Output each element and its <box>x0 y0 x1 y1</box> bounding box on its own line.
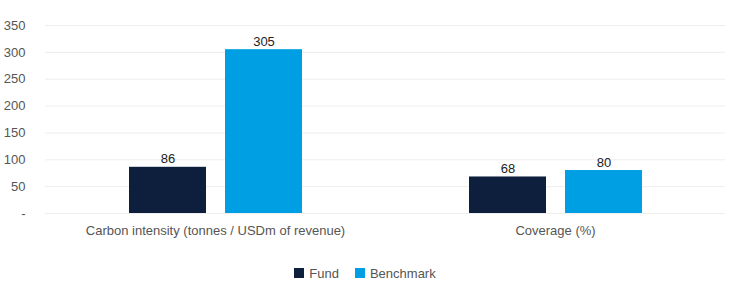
svg-text:Carbon intensity (tonnes / USD: Carbon intensity (tonnes / USDm of reven… <box>86 223 345 238</box>
svg-text:86: 86 <box>161 151 175 166</box>
svg-text:50: 50 <box>11 179 25 194</box>
svg-text:200: 200 <box>4 98 26 113</box>
svg-text:300: 300 <box>4 45 26 60</box>
svg-text:Coverage (%): Coverage (%) <box>515 223 595 238</box>
svg-text:-: - <box>21 206 25 221</box>
svg-text:250: 250 <box>4 71 26 86</box>
svg-text:80: 80 <box>597 155 611 170</box>
svg-text:150: 150 <box>4 125 26 140</box>
svg-text:305: 305 <box>253 34 275 49</box>
svg-text:100: 100 <box>4 152 26 167</box>
svg-text:68: 68 <box>501 161 515 176</box>
html-text:Fund: Fund <box>309 265 339 281</box>
html-text:Benchmark: Benchmark <box>369 265 436 281</box>
svg-text:350: 350 <box>4 18 26 33</box>
